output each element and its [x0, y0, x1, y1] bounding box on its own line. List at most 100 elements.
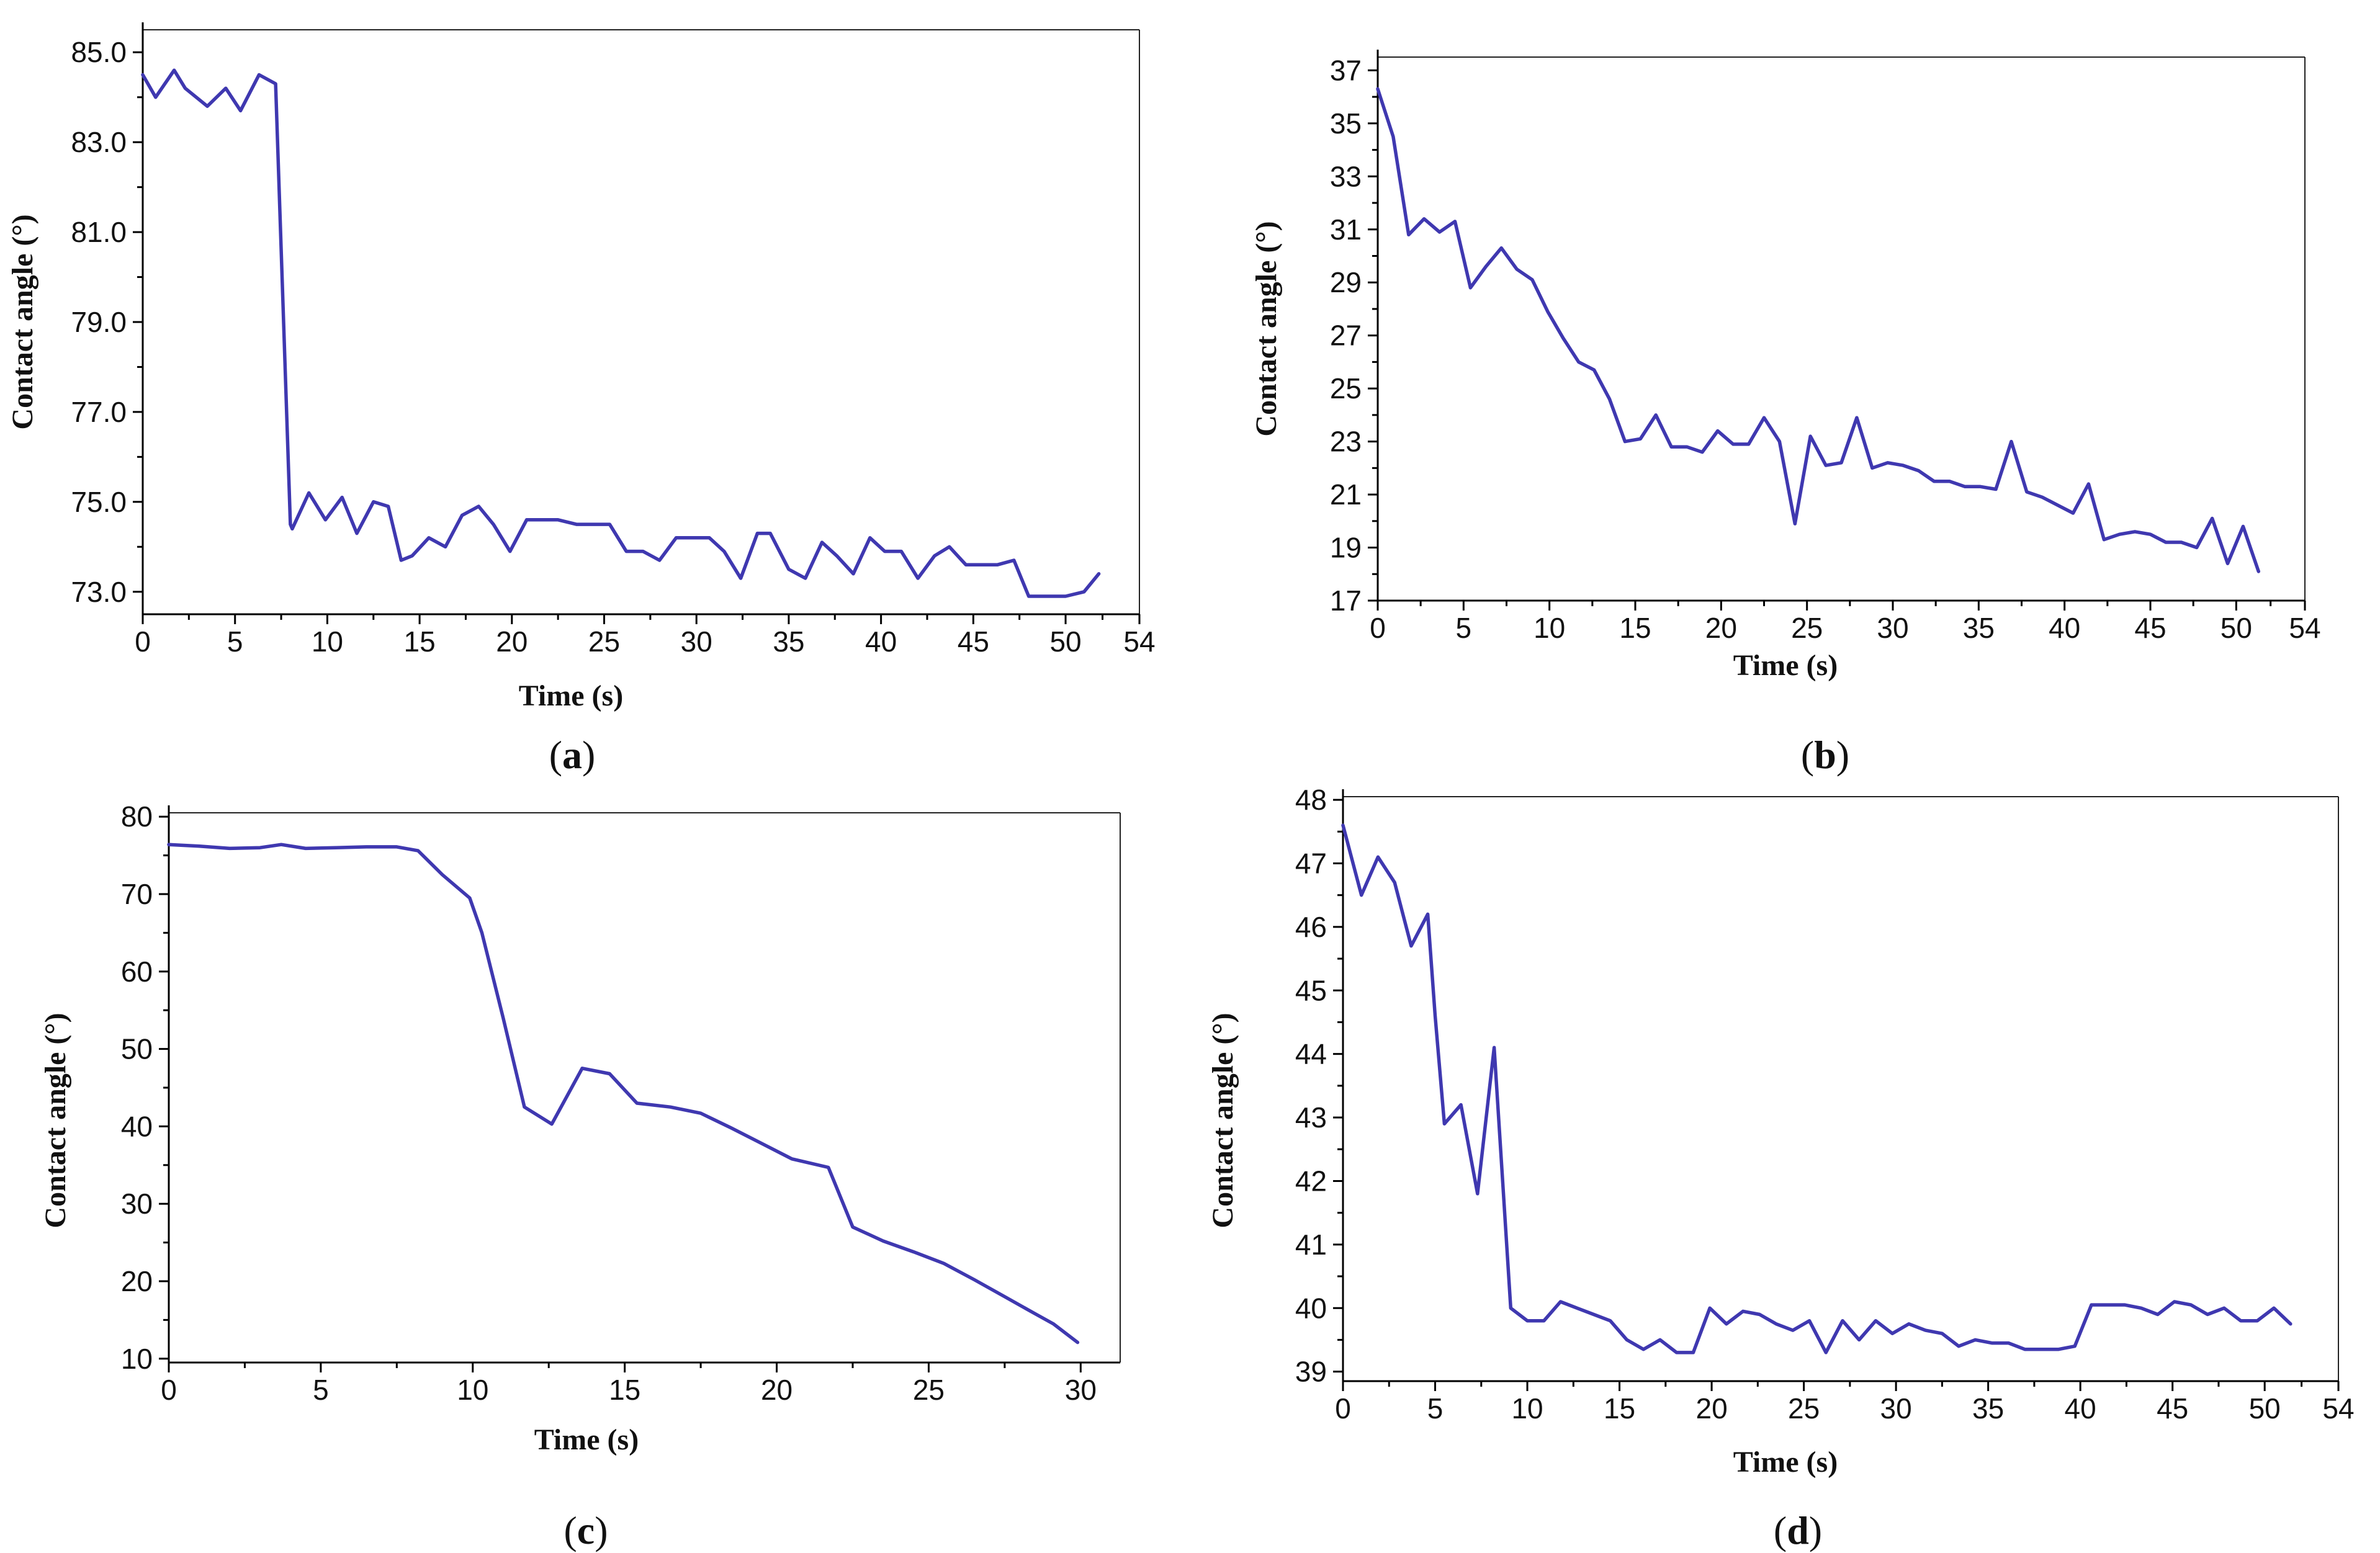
y-tick-label: 31: [1330, 213, 1362, 246]
x-tick-label: 15: [1619, 612, 1651, 644]
y-tick-label: 39: [1295, 1356, 1327, 1388]
panel-d: 0 5 10 15 20 25 30 35 40 45 50 54 39 40 41 42 43 44 45 46 47…: [1206, 784, 2355, 1552]
y-tick-label: 30: [121, 1188, 153, 1220]
panel-a: 0 5 10 15 20 25 30 35 40 45 50 54 73.0 75.0 77.0 79.0 81…: [6, 22, 1156, 777]
x-tick-label: 20: [761, 1374, 793, 1406]
y-tick-label: 21: [1330, 478, 1362, 511]
y-tick-label: 70: [121, 878, 153, 910]
y-tick-label: 40: [1295, 1292, 1327, 1324]
x-tick-label: 30: [1065, 1374, 1097, 1406]
y-tick-label: 41: [1295, 1229, 1327, 1261]
x-tick-label: 50: [2249, 1392, 2281, 1425]
x-tick-label: 25: [588, 625, 620, 658]
y-tick-label: 80: [121, 800, 153, 833]
x-tick-label: 40: [865, 625, 897, 658]
y-tick-label: 85.0: [71, 36, 127, 68]
y-tick-label: 17: [1330, 584, 1362, 617]
panel-c: 0 5 10 15 20 25 30 10 20 30 40 50 60 70 80 Time (s) Cont…: [39, 800, 1121, 1552]
x-tick-label: 54: [2289, 612, 2320, 644]
x-tick-label: 5: [1427, 1392, 1444, 1425]
panel-label: (a): [549, 733, 596, 777]
panel-label: (c): [564, 1508, 608, 1552]
x-tick-label: 30: [1877, 612, 1908, 644]
y-tick-label: 44: [1295, 1038, 1327, 1070]
x-tick-label: 15: [404, 625, 436, 658]
y-tick-label: 40: [121, 1110, 153, 1142]
series-line-contact-angle: [167, 843, 1080, 1345]
y-tick-label: 46: [1295, 911, 1327, 943]
x-tick-label: 50: [2221, 612, 2252, 644]
y-tick-label: 19: [1330, 532, 1362, 564]
x-tick-label: 0: [135, 625, 151, 658]
y-tick-label: 79.0: [71, 306, 127, 338]
x-tick-label: 10: [312, 625, 343, 658]
x-tick-label: 20: [1695, 1392, 1727, 1425]
x-tick-label: 5: [227, 625, 243, 658]
x-tick-label: 10: [457, 1374, 488, 1406]
y-tick-label: 37: [1330, 54, 1362, 86]
x-tick-label: 30: [1880, 1392, 1912, 1425]
x-tick-label: 54: [1123, 625, 1155, 658]
y-tick-label: 81.0: [71, 216, 127, 248]
y-tick-label: 48: [1295, 784, 1327, 816]
y-tick-label: 35: [1330, 107, 1362, 140]
y-tick-label: 27: [1330, 320, 1362, 352]
y-tick-label: 50: [121, 1033, 153, 1065]
y-tick-label: 33: [1330, 160, 1362, 192]
x-tick-label: 30: [681, 625, 712, 658]
x-tick-label: 50: [1049, 625, 1081, 658]
x-tick-label: 0: [1335, 1392, 1351, 1425]
x-tick-label: 20: [1705, 612, 1737, 644]
x-tick-label: 10: [1534, 612, 1565, 644]
x-tick-label: 15: [1604, 1392, 1635, 1425]
x-tick-label: 5: [1456, 612, 1472, 644]
series-line-contact-angle: [1376, 87, 2261, 573]
y-tick-label: 47: [1295, 848, 1327, 880]
y-tick-label: 83.0: [71, 126, 127, 158]
x-tick-label: 20: [496, 625, 528, 658]
x-axis-title: Time (s): [1733, 1446, 1838, 1479]
y-tick-label: 60: [121, 956, 153, 988]
y-tick-label: 43: [1295, 1101, 1327, 1134]
series-line-contact-angle: [1341, 823, 2292, 1354]
x-tick-label: 0: [161, 1374, 177, 1406]
x-tick-label: 45: [958, 625, 989, 658]
x-tick-label: 40: [2065, 1392, 2096, 1425]
x-tick-label: 35: [1972, 1392, 2004, 1425]
y-tick-label: 73.0: [71, 576, 127, 608]
x-tick-label: 0: [1370, 612, 1386, 644]
y-tick-label: 25: [1330, 372, 1362, 405]
y-tick-label: 45: [1295, 974, 1327, 1006]
x-tick-label: 25: [1791, 612, 1823, 644]
series-line-contact-angle: [141, 68, 1101, 598]
y-tick-label: 23: [1330, 426, 1362, 458]
y-tick-label: 42: [1295, 1165, 1327, 1197]
x-tick-label: 45: [2157, 1392, 2188, 1425]
x-axis-title: Time (s): [519, 679, 623, 712]
y-axis-title: Contact angle (°): [1250, 221, 1283, 436]
x-tick-label: 10: [1511, 1392, 1543, 1425]
x-tick-label: 5: [313, 1374, 329, 1406]
x-tick-label: 45: [2134, 612, 2166, 644]
x-tick-label: 35: [773, 625, 804, 658]
y-axis-title: Contact angle (°): [6, 214, 39, 429]
x-tick-label: 25: [913, 1374, 945, 1406]
x-tick-label: 15: [609, 1374, 640, 1406]
x-axis-title: Time (s): [1733, 649, 1838, 682]
x-tick-label: 54: [2322, 1392, 2354, 1425]
y-tick-label: 77.0: [71, 396, 127, 428]
panel-label: (b): [1801, 733, 1849, 777]
x-tick-label: 25: [1788, 1392, 1820, 1425]
y-axis-title: Contact angle (°): [1206, 1013, 1239, 1228]
x-tick-label: 40: [2049, 612, 2080, 644]
x-tick-label: 35: [1963, 612, 1995, 644]
x-axis-title: Time (s): [534, 1423, 639, 1456]
y-tick-label: 29: [1330, 266, 1362, 298]
panel-b: 0 5 10 15 20 25 30 35 40 45 50 54 17 19 21 23 25 27 29 31 33…: [1250, 50, 2321, 777]
y-tick-label: 75.0: [71, 486, 127, 518]
y-axis-title: Contact angle (°): [39, 1013, 72, 1228]
y-tick-label: 10: [121, 1343, 153, 1375]
y-tick-label: 20: [121, 1265, 153, 1297]
panel-label: (d): [1774, 1508, 1822, 1552]
